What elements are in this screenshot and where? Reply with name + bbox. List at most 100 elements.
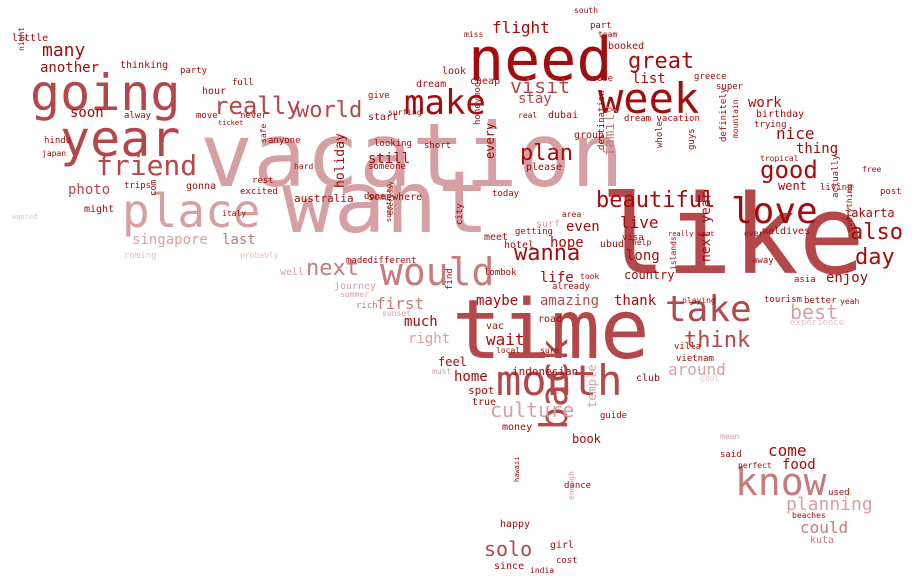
cloud-word-spot: spot (468, 384, 495, 397)
cloud-word-hawaii: hawaii (513, 456, 521, 482)
cloud-word-hotel: hotel (504, 240, 535, 251)
cloud-word-live: live (620, 213, 659, 232)
cloud-word-know: know (735, 460, 827, 504)
cloud-word-time: time (452, 283, 650, 378)
cloud-word-month: month (496, 356, 623, 405)
cloud-word-took: took (580, 272, 600, 281)
cloud-word-nice: nice (776, 124, 815, 143)
cloud-word-club: club (636, 373, 661, 384)
cloud-word-playing: playing (682, 296, 716, 305)
cloud-word-visit: visit (510, 74, 571, 98)
cloud-word-better: better (804, 296, 837, 306)
cloud-word-team: team (598, 30, 618, 39)
cloud-word-today: today (492, 189, 520, 199)
cloud-word-super: super (716, 82, 744, 92)
cloud-word-much: much (404, 314, 438, 330)
cloud-word-best: best (790, 300, 839, 324)
cloud-word-perfect: perfect (738, 461, 772, 470)
cloud-word-help: help (632, 238, 652, 247)
cloud-word-summer: summer (340, 290, 369, 299)
cloud-word-rich: rich (356, 301, 378, 311)
cloud-word-think: think (684, 328, 751, 353)
cloud-word-cool: cool (700, 374, 720, 383)
cloud-word-good: good (760, 156, 818, 184)
cloud-word-everything: everything (845, 183, 854, 232)
cloud-word-friend: friend (96, 149, 198, 182)
cloud-word-sure: sure (540, 346, 560, 355)
cloud-word-everyday: everyday (387, 181, 395, 215)
cloud-word-photo: photo (68, 182, 111, 198)
cloud-word-day: day (855, 245, 895, 270)
cloud-word-ubud: ubud (600, 239, 625, 250)
cloud-word-maldives: maldives (762, 226, 811, 237)
cloud-word-cheap: cheap (470, 76, 501, 87)
cloud-word-thank: thank (614, 293, 657, 309)
cloud-word-thinking: thinking (120, 60, 169, 71)
cloud-word-need: need (468, 25, 613, 95)
cloud-word-villa: villa (674, 342, 702, 352)
cloud-word-safe: safe (259, 123, 268, 143)
cloud-word-anyone: anyone (268, 136, 301, 146)
cloud-word-soon: soon (70, 105, 104, 121)
cloud-word-thing: thing (796, 141, 839, 157)
cloud-word-destination: destination (597, 90, 607, 150)
cloud-word-journey: journey (334, 281, 377, 292)
cloud-word-group: group (574, 130, 605, 141)
cloud-word-amazing: amazing (540, 293, 600, 309)
cloud-word-tropical: tropical (760, 154, 799, 163)
cloud-word-gonna: gonna (186, 181, 217, 192)
cloud-word-last: last (222, 232, 256, 248)
cloud-word-planning: planning (786, 494, 873, 515)
cloud-word-another: another (40, 60, 100, 76)
cloud-word-vietnam: vietnam (676, 354, 714, 364)
cloud-word-plan: plan (520, 141, 573, 166)
cloud-word-com: com (149, 179, 159, 196)
cloud-word-well: well (280, 267, 305, 278)
cloud-word-booked: booked (608, 41, 645, 52)
cloud-word-dubai: dubai (548, 110, 579, 121)
cloud-word-asia: asia (794, 275, 816, 285)
cloud-word-girl: girl (550, 540, 575, 551)
cloud-word-every: every (483, 122, 497, 159)
cloud-word-honeymoon: honeymoon (473, 76, 483, 125)
cloud-word-even: even (566, 219, 600, 235)
cloud-word-would: would (380, 250, 495, 294)
cloud-word-give: give (368, 91, 390, 101)
cloud-word-looking: looking (374, 139, 412, 149)
cloud-word-make: make (404, 83, 486, 123)
cloud-word-islands: islands (669, 236, 678, 270)
cloud-word-money: money (502, 422, 533, 433)
cloud-word-mountain: mountain (731, 99, 740, 138)
cloud-word-beautiful: beautiful (596, 188, 716, 213)
cloud-word-could: could (800, 518, 849, 537)
cloud-word-dream-vacation: dream vacation (624, 114, 700, 124)
cloud-word-living: living (820, 183, 853, 193)
cloud-word-around: around (668, 360, 726, 379)
cloud-word-city: city (455, 203, 465, 225)
cloud-word-alway: alway (124, 111, 152, 121)
cloud-word-coming: coming (124, 251, 157, 261)
cloud-word-excited: excited (240, 187, 278, 197)
cloud-word-greece: greece (694, 72, 727, 82)
cloud-word-dream: dream (416, 79, 447, 90)
cloud-word-actually: actually (831, 154, 841, 198)
cloud-word-place: place (122, 184, 261, 238)
cloud-word-india: india (530, 566, 555, 575)
cloud-word-also: also (850, 220, 903, 245)
cloud-word-meet: meet (484, 232, 509, 243)
cloud-word-mean: mean (720, 432, 740, 441)
cloud-word-really-want: really want (668, 230, 715, 238)
cloud-word-look: look (442, 66, 467, 77)
cloud-word-come: come (768, 441, 807, 460)
cloud-word-experience: experience (790, 318, 845, 328)
cloud-word-real: real (518, 111, 538, 120)
cloud-word-definitely: definitely (719, 87, 729, 142)
cloud-word-jakarta: jakarta (844, 206, 895, 220)
cloud-word-italy: italy (222, 209, 247, 218)
cloud-word-indonesian: indonesian (512, 365, 579, 378)
cloud-word-take: take (665, 289, 752, 330)
cloud-word-since: since (494, 561, 525, 572)
cloud-word-hindu: hindu (44, 136, 72, 146)
cloud-word-somewhere: somewhere (368, 192, 423, 203)
